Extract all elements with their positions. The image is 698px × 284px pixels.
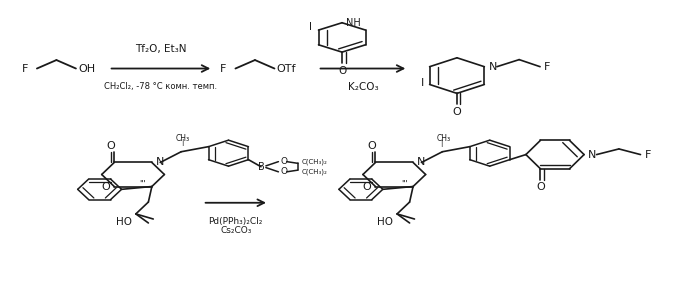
Text: Pd(PPh₃)₂Cl₂: Pd(PPh₃)₂Cl₂ — [209, 217, 263, 225]
Text: O: O — [281, 167, 288, 176]
Text: O: O — [536, 182, 545, 192]
Text: B: B — [258, 162, 265, 172]
Text: F: F — [646, 150, 652, 160]
Text: O: O — [106, 141, 115, 151]
Text: CH₃: CH₃ — [175, 134, 190, 143]
Text: ''': ''' — [140, 180, 147, 189]
Text: F: F — [220, 64, 227, 74]
Text: HO: HO — [116, 217, 132, 227]
Text: O: O — [281, 157, 288, 166]
Text: O: O — [452, 107, 461, 117]
Text: NH: NH — [346, 18, 360, 28]
Text: O: O — [101, 181, 110, 191]
Text: O: O — [362, 181, 371, 191]
Text: |: | — [181, 139, 184, 145]
Text: ''': ''' — [401, 180, 408, 189]
Text: I: I — [309, 22, 311, 32]
Text: F: F — [544, 62, 551, 72]
Text: N: N — [489, 62, 497, 72]
Text: Tf₂O, Et₃N: Tf₂O, Et₃N — [135, 44, 186, 54]
Text: N: N — [417, 158, 426, 168]
Text: OH: OH — [78, 64, 95, 74]
Text: N: N — [588, 150, 597, 160]
Text: OTf: OTf — [276, 64, 296, 74]
Text: Cs₂CO₃: Cs₂CO₃ — [220, 226, 251, 235]
Text: HO: HO — [377, 217, 393, 227]
Text: N: N — [156, 158, 165, 168]
Text: O: O — [368, 141, 376, 151]
Text: C(CH₃)₂: C(CH₃)₂ — [302, 169, 328, 175]
Text: I: I — [421, 78, 424, 88]
Text: CH₂Cl₂, -78 °C комн. темп.: CH₂Cl₂, -78 °C комн. темп. — [105, 82, 218, 91]
Text: K₂CO₃: K₂CO₃ — [348, 82, 378, 92]
Text: O: O — [338, 66, 346, 76]
Text: F: F — [22, 64, 28, 74]
Text: |: | — [440, 140, 442, 147]
Text: C(CH₃)₂: C(CH₃)₂ — [302, 158, 328, 165]
Text: CH₃: CH₃ — [437, 134, 451, 143]
